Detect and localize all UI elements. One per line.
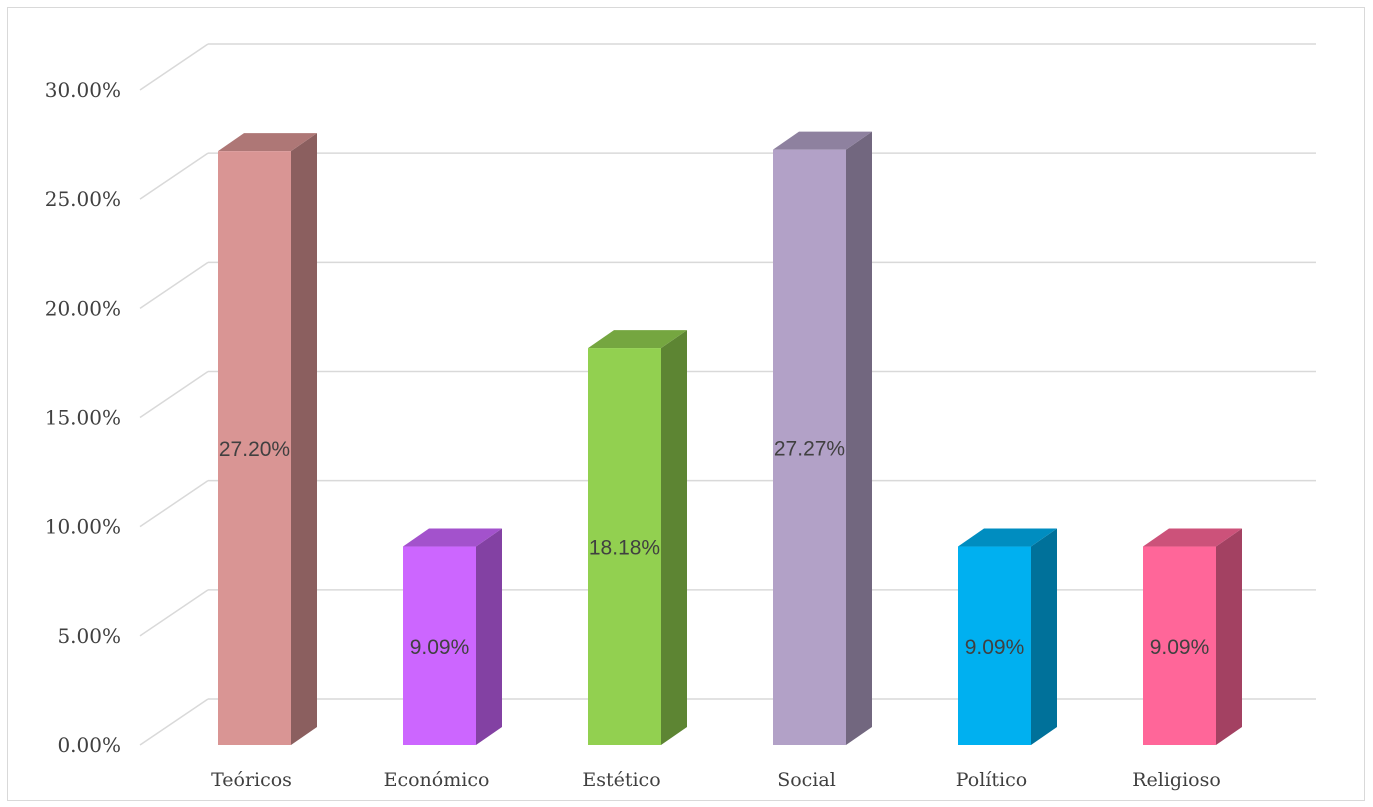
bar [403, 528, 502, 745]
bar [588, 330, 687, 745]
bar [218, 133, 317, 746]
data-label: 9.09% [410, 636, 470, 659]
data-label: 18.18% [589, 537, 660, 560]
y-tick-label: 10.00% [45, 515, 121, 539]
bar-front [218, 151, 291, 746]
bar [1143, 528, 1242, 745]
bar [773, 131, 872, 746]
bar-front [1143, 546, 1216, 745]
bar-top [403, 528, 502, 547]
y-tick-label: 30.00% [45, 78, 121, 102]
bar-top [1143, 528, 1242, 547]
x-category-label: Económico [384, 769, 490, 791]
x-category-label: Social [777, 769, 836, 791]
data-label: 27.20% [219, 438, 290, 461]
y-axis-tick-labels: 0.00% 5.00% 10.00% 15.00% 20.00% 25.00% 30.00% [45, 78, 121, 757]
data-label: 27.27% [774, 437, 845, 460]
bar-front [588, 348, 661, 745]
bar-top [773, 131, 872, 150]
bar [958, 528, 1057, 745]
y-tick-label: 5.00% [57, 624, 121, 648]
y-tick-label: 20.00% [45, 296, 121, 320]
gridline-diagonal [139, 480, 209, 528]
bar-front [773, 149, 846, 746]
gridline-diagonal [139, 261, 209, 309]
bar-front [403, 546, 476, 745]
x-category-label: Político [956, 769, 1027, 791]
bar-top [958, 528, 1057, 547]
x-category-label: Religioso [1132, 769, 1221, 791]
bars [218, 131, 1242, 746]
x-axis-category-labels: Teóricos Económico Estético Social Político R… [211, 769, 1221, 791]
y-tick-label: 15.00% [45, 406, 121, 430]
data-labels: 27.20% 9.09% 18.18% 27.27% 9.09% 9.09% [219, 437, 1209, 658]
y-tick-label: 25.00% [45, 187, 121, 211]
bar-side [661, 330, 687, 745]
bar-front [958, 546, 1031, 745]
gridline-diagonal [139, 589, 209, 637]
data-label: 9.09% [1150, 636, 1210, 659]
bar-side [476, 528, 502, 745]
bar-side [1031, 528, 1057, 745]
data-label: 9.09% [965, 636, 1025, 659]
gridlines [139, 43, 1316, 746]
gridline-diagonal [139, 43, 209, 91]
bar-top [218, 133, 317, 152]
bar-top [588, 330, 687, 349]
bar-side [291, 133, 317, 746]
bar-side [846, 131, 872, 746]
gridline-diagonal [139, 698, 209, 746]
gridline-diagonal [139, 152, 209, 200]
y-tick-label: 0.00% [57, 733, 121, 757]
x-category-label: Estético [582, 769, 660, 791]
x-category-label: Teóricos [211, 769, 292, 791]
bar-side [1216, 528, 1242, 745]
gridline-diagonal [139, 370, 209, 419]
